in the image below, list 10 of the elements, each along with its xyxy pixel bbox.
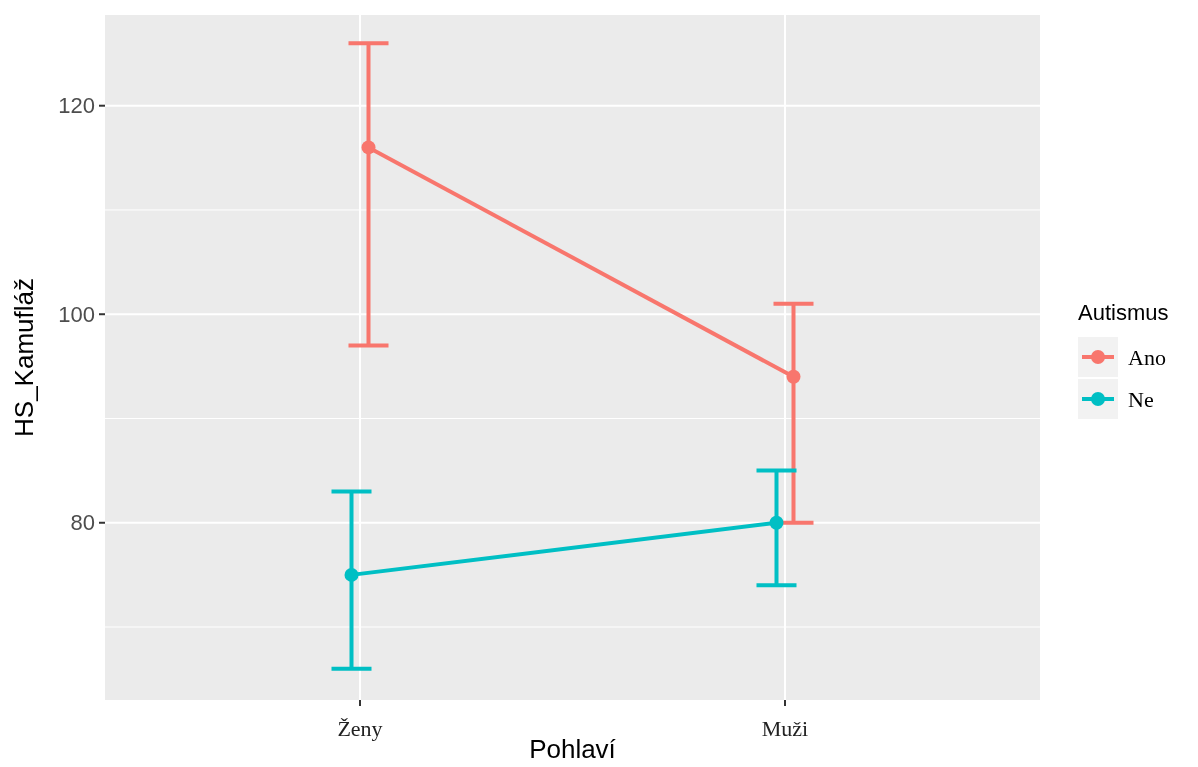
- y-axis-title: HS_Kamufláž: [9, 278, 39, 437]
- y-tick-label: 120: [58, 93, 95, 119]
- legend-label: Ne: [1128, 386, 1154, 412]
- x-tick-label: Muži: [761, 716, 809, 741]
- y-tick-label: 100: [58, 301, 95, 327]
- x-tick-label: Ženy: [337, 716, 383, 741]
- legend-title: Autismus: [1078, 300, 1169, 325]
- x-axis-title: Pohlaví: [529, 734, 617, 764]
- y-tick-label: 80: [70, 510, 95, 536]
- legend-label: Ano: [1128, 344, 1166, 370]
